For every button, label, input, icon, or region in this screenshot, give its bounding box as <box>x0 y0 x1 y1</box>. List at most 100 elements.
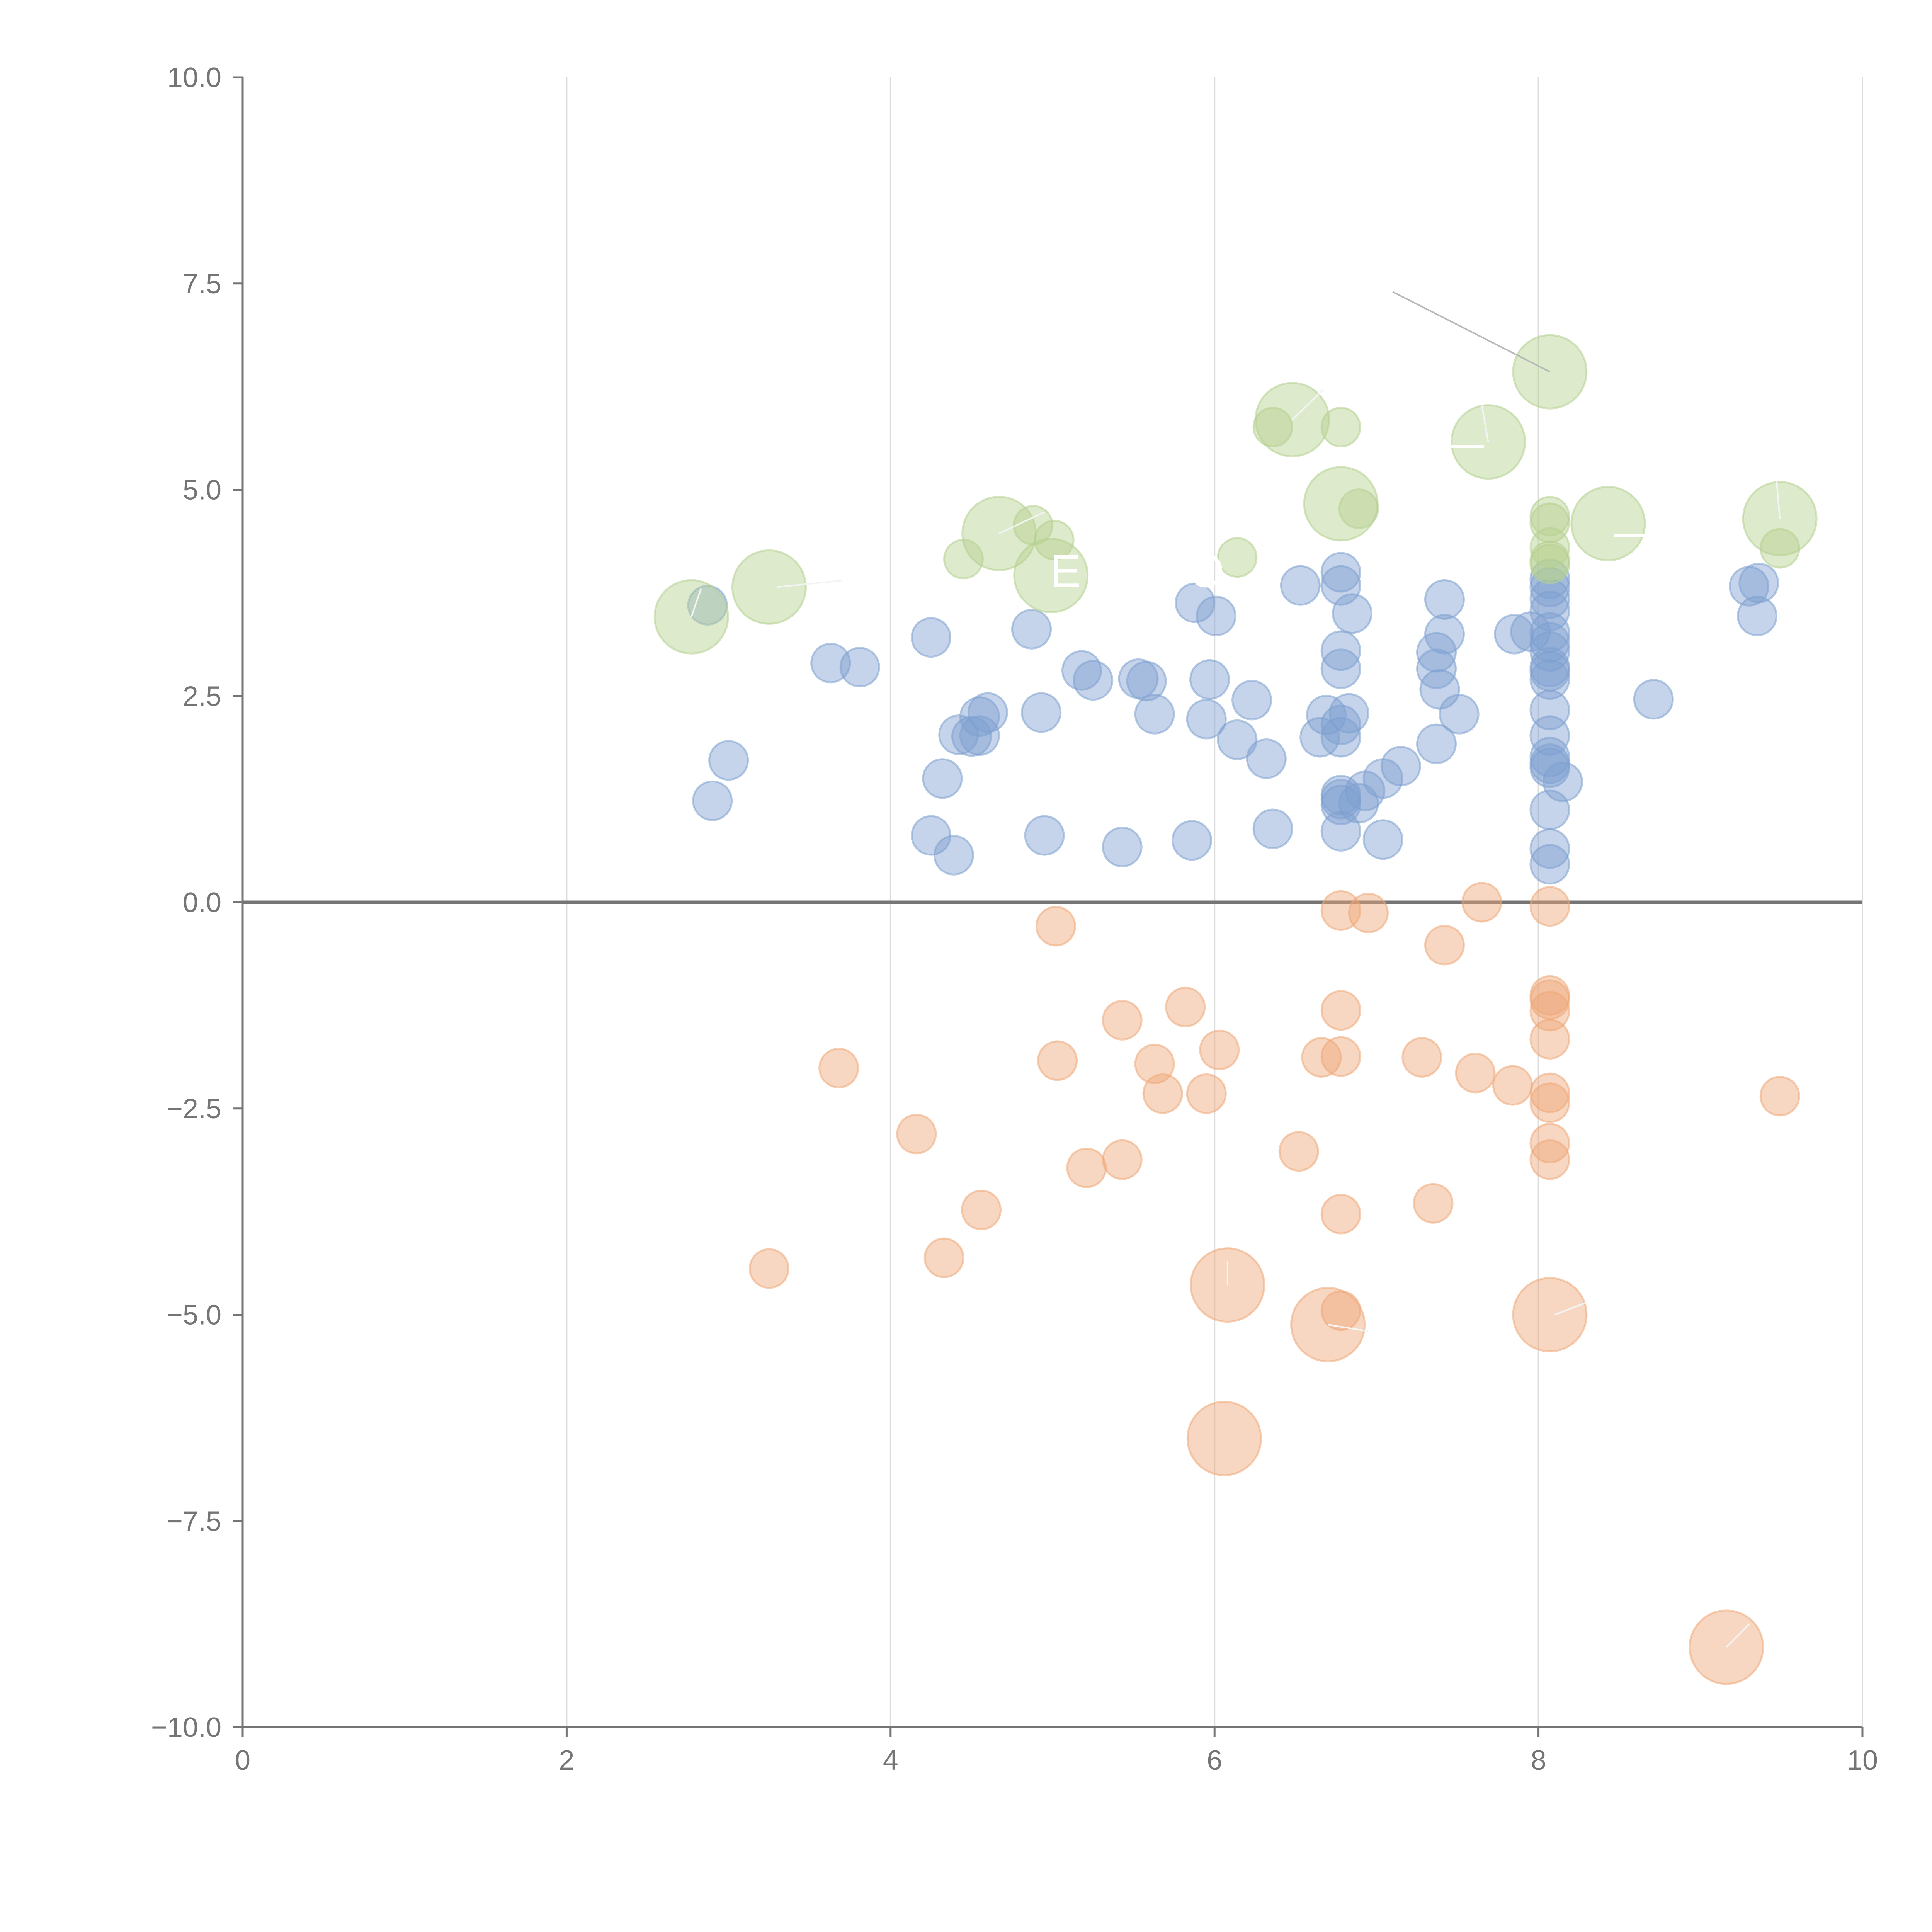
positive-point <box>1529 844 1570 885</box>
positive-point <box>1299 717 1340 758</box>
positive-point <box>1196 595 1236 636</box>
positive-point <box>1328 693 1369 734</box>
positive-point <box>911 617 952 658</box>
annotation-label: E <box>1050 545 1081 597</box>
negative-point <box>1165 986 1206 1027</box>
highlight-point <box>1529 527 1570 568</box>
annotations: E O — — <box>690 291 1781 1648</box>
highlight-large-point <box>731 549 807 625</box>
negative-point <box>1529 886 1570 927</box>
negative-point <box>1413 1183 1454 1224</box>
annotation-leader-line <box>1554 1301 1588 1316</box>
positive-point <box>1024 815 1065 856</box>
positive-point <box>1186 699 1227 740</box>
highlight-large-point <box>1512 334 1588 410</box>
annotation-leader-line <box>998 511 1045 534</box>
x-tick-label: 6 <box>1207 1745 1222 1776</box>
positive-point <box>1246 738 1287 779</box>
negative-point <box>1529 1072 1570 1113</box>
annotation-leader-line <box>1328 1324 1369 1332</box>
positive-point <box>1338 783 1379 824</box>
annotation-leader-line <box>1726 1623 1750 1648</box>
negative-point <box>1320 990 1361 1031</box>
y-tick-label: 5.0 <box>183 475 221 506</box>
highlight-large-point <box>1570 486 1646 561</box>
positive-point <box>1320 552 1361 593</box>
negative-point <box>1529 1122 1570 1163</box>
annotation-leader-line <box>1292 389 1324 420</box>
x-tick-label: 4 <box>883 1745 898 1776</box>
negative-point <box>818 1048 859 1088</box>
axes <box>242 77 1862 1728</box>
negative-point <box>1066 1147 1107 1188</box>
negative-point <box>1037 1040 1078 1081</box>
y-tick-label: −5.0 <box>167 1300 221 1331</box>
negative-point <box>1759 1076 1800 1117</box>
positive-point <box>1529 590 1570 631</box>
positive-point <box>1529 828 1570 869</box>
negative-point <box>1102 1000 1143 1041</box>
positive-point <box>1737 595 1778 636</box>
positive-point <box>1126 661 1167 702</box>
annotation-leader-line <box>777 580 842 588</box>
y-tick-label: −7.5 <box>167 1506 221 1537</box>
negative-point <box>1199 1029 1240 1070</box>
negative-point <box>1529 1082 1570 1123</box>
positive-point <box>967 692 1008 733</box>
positive-point <box>1424 579 1465 620</box>
positive-point <box>1738 563 1779 604</box>
positive-point <box>839 647 880 688</box>
positive-point <box>1320 717 1361 758</box>
positive-point <box>1252 808 1293 849</box>
negative-point <box>1320 1194 1361 1235</box>
positive-point <box>708 740 749 781</box>
positive-point <box>1134 694 1175 735</box>
annotation-label: — <box>1614 506 1660 558</box>
negative-point <box>1102 1139 1143 1180</box>
negative-point <box>748 1248 789 1289</box>
positive-point <box>1320 630 1361 671</box>
positive-point <box>1175 582 1216 623</box>
x-tick-label: 2 <box>559 1745 574 1776</box>
positive-point <box>1424 614 1465 655</box>
negative-point <box>1186 1073 1227 1114</box>
positive-point <box>1011 609 1052 650</box>
negative-point <box>961 1189 1002 1230</box>
y-tick-label: −10.0 <box>151 1712 221 1743</box>
highlight-point <box>1759 528 1800 569</box>
negative-point <box>1401 1037 1442 1078</box>
negative-point <box>1455 1053 1496 1094</box>
positive-point <box>1021 692 1062 733</box>
positive-point <box>1189 659 1230 700</box>
negative-point <box>1529 1139 1570 1180</box>
annotation-leader-line <box>1392 291 1550 372</box>
negative-point <box>1529 991 1570 1032</box>
negative-point <box>1142 1073 1183 1114</box>
y-tick-label: 2.5 <box>183 681 221 712</box>
highlight-point <box>1252 406 1293 447</box>
positive-point <box>938 714 979 755</box>
negative-point <box>1320 1036 1361 1077</box>
x-tick-label: 0 <box>235 1745 250 1776</box>
positive-point <box>1633 679 1674 720</box>
highlight-point <box>1217 537 1258 578</box>
positive-point <box>1542 761 1583 802</box>
annotation-label: — <box>1437 417 1484 468</box>
highlight-large-point <box>1013 538 1089 614</box>
negative-point <box>1424 925 1465 966</box>
positive-point <box>1320 704 1361 745</box>
positive-point <box>1172 820 1213 861</box>
positive-point <box>1529 622 1570 663</box>
negative-point <box>1492 1065 1533 1106</box>
positive-point <box>1362 819 1403 860</box>
positive-point <box>922 758 963 799</box>
negative-point <box>896 1114 937 1155</box>
highlight-point <box>1320 406 1361 447</box>
positive-point <box>1073 660 1114 701</box>
negative-large-point <box>1186 1401 1262 1476</box>
highlight-point <box>1529 544 1570 585</box>
positive-point <box>1416 648 1457 689</box>
negative-point <box>1461 882 1502 923</box>
positive-point <box>933 835 974 876</box>
